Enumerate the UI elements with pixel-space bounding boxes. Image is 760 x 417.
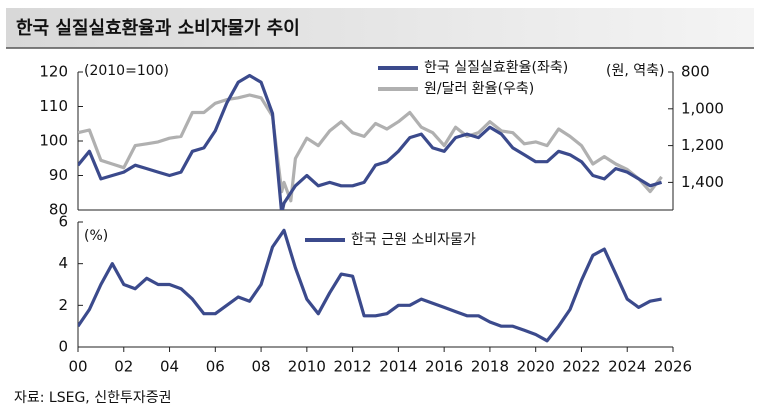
x-tick-label: 2018 xyxy=(471,358,509,376)
y-tick-label: 0 xyxy=(58,338,68,356)
annotation: (%) xyxy=(84,228,108,244)
x-tick-label: 2020 xyxy=(517,358,555,376)
series-line xyxy=(78,73,663,210)
annotation: (원, 역축) xyxy=(606,63,664,79)
chart-title: 한국 실질실효환율과 소비자물가 추이 xyxy=(16,17,300,39)
x-tick-label: 04 xyxy=(160,358,179,376)
legend-label: 한국 근원 소비자물가 xyxy=(351,232,476,248)
legend-label: 원/달러 환율(우축) xyxy=(424,81,534,97)
x-tick-label: 2014 xyxy=(379,358,417,376)
series-line xyxy=(78,228,662,343)
title-bar xyxy=(6,8,754,48)
y2-tick-label: 800 xyxy=(681,63,710,81)
y2-tick-label: 1,200 xyxy=(681,136,724,154)
y-tick-label: 120 xyxy=(39,63,68,81)
y2-tick-label: 1,400 xyxy=(681,173,724,191)
x-tick-label: 08 xyxy=(252,358,271,376)
y-tick-label: 90 xyxy=(49,166,68,184)
y-tick-label: 110 xyxy=(39,97,68,115)
y-tick-label: 80 xyxy=(49,201,68,219)
y-tick-label: 4 xyxy=(58,254,68,272)
y-tick-label: 2 xyxy=(58,296,68,314)
y-tick-label: 100 xyxy=(39,132,68,150)
x-tick-label: 2016 xyxy=(425,358,463,376)
y-tick-label: 6 xyxy=(58,213,68,231)
annotation: (2010=100) xyxy=(84,63,169,79)
legend-label: 한국 실질실효환율(좌축) xyxy=(424,60,568,76)
x-tick-label: 2026 xyxy=(654,358,692,376)
x-tick-label: 06 xyxy=(206,358,225,376)
source: 자료: LSEG, 신한투자증권 xyxy=(14,390,172,406)
y2-tick-label: 1,000 xyxy=(681,99,724,117)
x-tick-label: 2024 xyxy=(608,358,646,376)
series-line xyxy=(78,93,663,203)
x-tick-label: 00 xyxy=(68,358,87,376)
plot-area xyxy=(78,228,662,343)
plot-area xyxy=(78,73,663,210)
x-tick-label: 02 xyxy=(114,358,133,376)
x-tick-label: 2022 xyxy=(562,358,600,376)
x-tick-label: 2012 xyxy=(334,358,372,376)
x-tick-label: 2010 xyxy=(288,358,326,376)
